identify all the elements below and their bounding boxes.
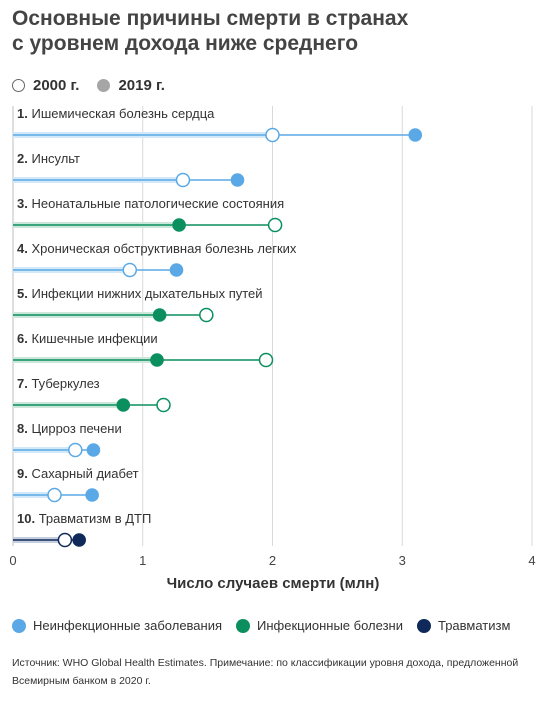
- source-note: Источник: WHO Global Health Estimates. П…: [12, 657, 519, 687]
- marker-2000: [47, 487, 62, 503]
- marker-2019: [85, 488, 99, 502]
- row-name: Кишечные инфекции: [31, 331, 157, 346]
- row-name: Инсульт: [31, 151, 80, 166]
- row-name: Туберкулез: [31, 376, 99, 391]
- row-label: 9. Сахарный диабет: [17, 466, 139, 481]
- chart-title: Основные причины смерти в странах с уров…: [12, 6, 532, 56]
- row-rank: 7.: [17, 376, 31, 391]
- x-tick-label: 2: [269, 553, 276, 568]
- row-label: 8. Цирроз печени: [17, 421, 122, 436]
- legend-item-2019: 2019 г.: [97, 77, 165, 94]
- row-rank: 9.: [17, 466, 31, 481]
- marker-2000: [68, 442, 83, 458]
- x-axis-title: Число случаев смерти (млн): [167, 575, 380, 592]
- chart-title-line2: с уровнем дохода ниже среднего: [12, 32, 359, 55]
- legend-label-noncommunicable: Неинфекционные заболевания: [33, 618, 223, 633]
- legend-item-2000: 2000 г.: [12, 77, 79, 94]
- row-rank: 10.: [17, 511, 39, 526]
- legend-item-communicable: Инфекционные болезни: [236, 618, 403, 633]
- row-name: Цирроз печени: [31, 421, 121, 436]
- legend-item-injuries: Травматизм: [416, 618, 511, 633]
- row-label: 1. Ишемическая болезнь сердца: [17, 106, 215, 121]
- row-rank: 6.: [17, 331, 31, 346]
- x-tick-label: 1: [139, 553, 146, 568]
- row-rank: 4.: [17, 241, 31, 256]
- row-label: 5. Инфекции нижних дыхательных путей: [17, 286, 263, 301]
- category-legend: Неинфекционные заболевания Инфекционные …: [12, 618, 510, 633]
- marker-2000: [156, 397, 171, 413]
- marker-2019: [172, 218, 186, 232]
- marker-2019: [116, 398, 131, 412]
- legend-dot-communicable: [236, 618, 251, 633]
- marker-2000: [267, 217, 283, 233]
- x-tick-label: 0: [9, 553, 16, 568]
- marker-2019: [408, 128, 423, 142]
- row-name: Хроническая обструктивная болезнь легких: [31, 241, 296, 256]
- marker-2000: [258, 352, 274, 368]
- row-name: Неонатальные патологические состояния: [31, 196, 284, 211]
- x-tick-label: 3: [399, 553, 406, 568]
- marker-2000: [265, 127, 280, 143]
- open-circle-icon: [12, 79, 25, 92]
- row-label: 2. Инсульт: [17, 151, 80, 166]
- chart-title-line1: Основные причины смерти в странах: [12, 7, 409, 30]
- row-label: 4. Хроническая обструктивная болезнь лег…: [17, 241, 297, 256]
- row-label: 6. Кишечные инфекции: [17, 331, 158, 346]
- row-label: 3. Неонатальные патологические состояния: [17, 196, 284, 211]
- x-tick-label: 4: [528, 553, 535, 568]
- legend-label-2019: 2019 г.: [118, 77, 165, 94]
- filled-circle-icon: [97, 79, 111, 92]
- marker-2019: [152, 308, 167, 322]
- row-rank: 1.: [17, 106, 31, 121]
- row-rank: 2.: [17, 151, 31, 166]
- marker-2000: [57, 532, 73, 548]
- year-legend: 2000 г. 2019 г.: [12, 77, 183, 94]
- row-name: Инфекции нижних дыхательных путей: [31, 286, 262, 301]
- marker-2000: [175, 172, 191, 188]
- legend-item-noncommunicable: Неинфекционные заболевания: [12, 618, 222, 633]
- marker-2019: [86, 443, 101, 457]
- row-label: 10. Травматизм в ДТП: [17, 511, 151, 526]
- row-rank: 8.: [17, 421, 31, 436]
- legend-label-communicable: Инфекционные болезни: [257, 618, 403, 633]
- dot-plot-chart: 1. Ишемическая болезнь сердца 2. Инсульт 3…: [9, 106, 536, 592]
- row-name: Ишемическая болезнь сердца: [31, 106, 215, 121]
- legend-dot-injuries: [416, 618, 431, 633]
- marker-2019: [230, 173, 245, 187]
- marker-2019: [72, 533, 86, 547]
- legend-label-injuries: Травматизм: [437, 618, 511, 633]
- marker-2000: [122, 262, 138, 278]
- marker-2019: [169, 263, 184, 277]
- row-rank: 3.: [17, 196, 31, 211]
- legend-label-2000: 2000 г.: [33, 77, 80, 94]
- legend-dot-noncommunicable: [12, 618, 26, 633]
- row-name: Травматизм в ДТП: [39, 511, 152, 526]
- row-rank: 5.: [17, 286, 31, 301]
- row-label: 7. Туберкулез: [17, 376, 100, 391]
- marker-2000: [199, 307, 214, 323]
- marker-2019: [150, 353, 164, 367]
- row-name: Сахарный диабет: [31, 466, 138, 481]
